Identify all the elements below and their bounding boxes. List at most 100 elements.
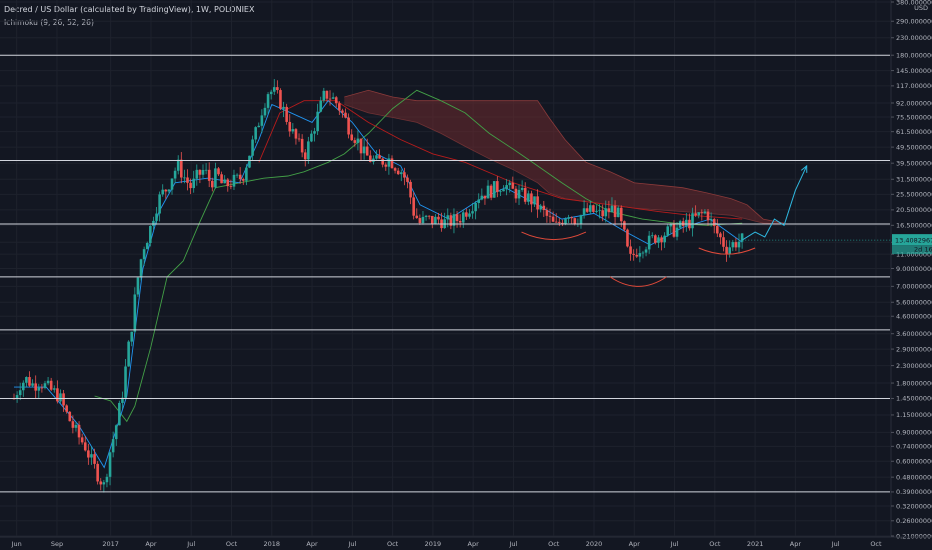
candle-body bbox=[241, 179, 245, 181]
chart-header: Decred / US Dollar (calculated by Tradin… bbox=[4, 3, 254, 29]
candle-body bbox=[136, 277, 140, 295]
price-tick-label: 92.00000000 bbox=[896, 99, 932, 107]
candle-body bbox=[186, 177, 189, 183]
candle-body bbox=[672, 223, 676, 237]
candle-body bbox=[654, 235, 657, 243]
candle-body bbox=[46, 380, 50, 384]
candle-body bbox=[344, 112, 347, 118]
candle-body bbox=[369, 155, 372, 162]
candle-body bbox=[492, 181, 496, 198]
candle-body bbox=[483, 195, 487, 199]
price-tick-label: 0.39000000 bbox=[896, 488, 932, 496]
candle-body bbox=[111, 439, 115, 453]
candle-body bbox=[96, 463, 99, 482]
candle-body bbox=[167, 189, 171, 192]
projection-path bbox=[741, 165, 808, 241]
candle-body bbox=[226, 179, 230, 187]
candle-body bbox=[232, 174, 236, 187]
time-tick-label: Jul bbox=[831, 540, 840, 548]
price-tick-label: 2.30000000 bbox=[896, 362, 932, 370]
candle-body bbox=[158, 194, 161, 214]
candle-body bbox=[183, 177, 186, 179]
candle-body bbox=[204, 169, 208, 171]
indicator-label: Ichimoku (9, 26, 52, 26) bbox=[4, 18, 94, 27]
price-tick-label: 2.90000000 bbox=[896, 345, 932, 353]
candle-body bbox=[465, 212, 468, 217]
candle-body bbox=[427, 215, 431, 217]
candle-body bbox=[381, 158, 384, 165]
kijun-line bbox=[258, 100, 743, 220]
candle-body bbox=[582, 208, 586, 216]
candle-body bbox=[551, 216, 555, 222]
candle-body bbox=[706, 211, 710, 221]
candle-body bbox=[471, 211, 474, 214]
time-tick-label: Apr bbox=[145, 540, 157, 548]
candle-body bbox=[176, 159, 180, 171]
candle-body bbox=[214, 168, 217, 188]
candle-body bbox=[533, 196, 536, 205]
candle-body bbox=[712, 219, 716, 226]
candle-body bbox=[455, 214, 459, 221]
candle-body bbox=[731, 242, 735, 248]
candle-body bbox=[288, 121, 292, 132]
candle-body bbox=[511, 182, 515, 189]
price-tick-label: 1.15000000 bbox=[896, 411, 932, 419]
candle-body bbox=[539, 205, 543, 210]
candle-body bbox=[365, 146, 369, 156]
candle-body bbox=[468, 213, 471, 217]
time-axis[interactable]: Jun Sep 2017 Apr Jul Oct 2018 Apr Jul Oct 2019 Apr J… bbox=[0, 536, 932, 548]
price-tick-label: 1.80000000 bbox=[896, 379, 932, 387]
candle-body bbox=[390, 158, 394, 169]
candle-body bbox=[80, 437, 84, 443]
time-tick-label: Jul bbox=[670, 540, 679, 548]
candle-body bbox=[56, 388, 59, 402]
time-tick-label: Jun bbox=[11, 540, 22, 548]
candle-body bbox=[607, 208, 611, 213]
candle-body bbox=[350, 134, 354, 141]
time-tick-label: Jul bbox=[347, 540, 356, 548]
candle-body bbox=[322, 90, 326, 101]
candle-body bbox=[384, 164, 388, 167]
current-price-box bbox=[892, 234, 932, 246]
price-tick-label: 7.00000000 bbox=[896, 283, 932, 291]
arc-drawing bbox=[698, 247, 756, 255]
candle-body bbox=[418, 218, 422, 224]
candle-body bbox=[585, 208, 589, 212]
price-tick-label: 0.32000000 bbox=[896, 502, 932, 510]
candle-body bbox=[43, 383, 47, 388]
time-tick-label: Oct bbox=[387, 540, 399, 548]
time-tick-label: Apr bbox=[629, 540, 641, 548]
candle-body bbox=[276, 87, 279, 91]
price-tick-label: 9.00000000 bbox=[896, 265, 932, 273]
candle-body bbox=[83, 442, 87, 451]
candle-body bbox=[536, 196, 539, 210]
candle-body bbox=[251, 139, 254, 156]
candle-body bbox=[161, 189, 165, 195]
candle-body bbox=[623, 221, 626, 230]
candle-body bbox=[595, 210, 598, 212]
candle-body bbox=[223, 179, 226, 184]
candle-body bbox=[409, 181, 412, 198]
candle-body bbox=[548, 215, 552, 217]
candle-body bbox=[592, 205, 595, 212]
time-tick-label: Apr bbox=[306, 540, 318, 548]
bar-countdown: 2d 16h bbox=[914, 246, 932, 254]
candle-body bbox=[201, 169, 205, 175]
candle-body bbox=[99, 481, 103, 485]
time-tick-label: 2021 bbox=[747, 540, 764, 548]
candle-body bbox=[124, 366, 127, 398]
candle-body bbox=[461, 212, 465, 223]
candle-body bbox=[338, 103, 341, 111]
candle-body bbox=[514, 188, 518, 199]
candle-body bbox=[235, 174, 239, 176]
candle-body bbox=[489, 185, 493, 198]
price-tick-label: 0.48000000 bbox=[896, 473, 932, 481]
candle-body bbox=[557, 221, 561, 223]
candle-body bbox=[210, 180, 214, 188]
time-tick-label: Sep bbox=[51, 540, 63, 548]
